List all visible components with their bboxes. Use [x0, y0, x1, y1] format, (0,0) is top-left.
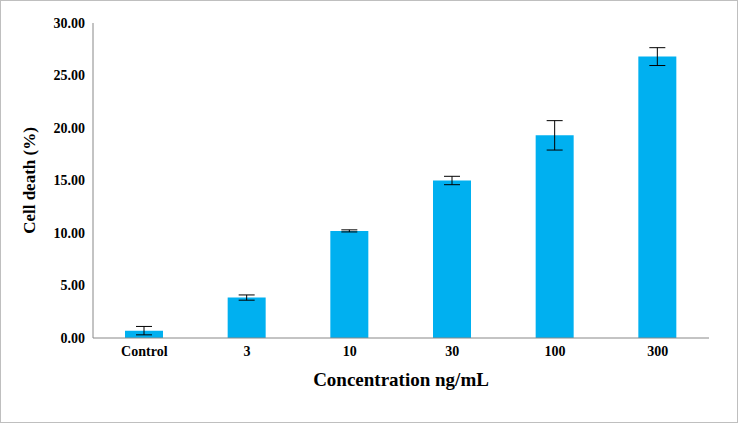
svg-text:100: 100 [545, 344, 566, 359]
svg-text:30: 30 [445, 344, 459, 359]
svg-text:10.00: 10.00 [54, 226, 86, 241]
svg-text:300: 300 [647, 344, 668, 359]
svg-text:25.00: 25.00 [54, 68, 86, 83]
svg-text:Concentration ng/mL: Concentration ng/mL [313, 369, 489, 390]
svg-text:15.00: 15.00 [54, 173, 86, 188]
svg-text:20.00: 20.00 [54, 121, 86, 136]
svg-text:3: 3 [244, 344, 251, 359]
svg-text:10: 10 [343, 344, 357, 359]
svg-text:Control: Control [121, 344, 168, 359]
svg-text:Cell death (%): Cell death (%) [20, 127, 39, 234]
svg-text:5.00: 5.00 [61, 278, 86, 293]
svg-text:0.00: 0.00 [61, 331, 86, 346]
svg-text:30.00: 30.00 [54, 16, 86, 31]
